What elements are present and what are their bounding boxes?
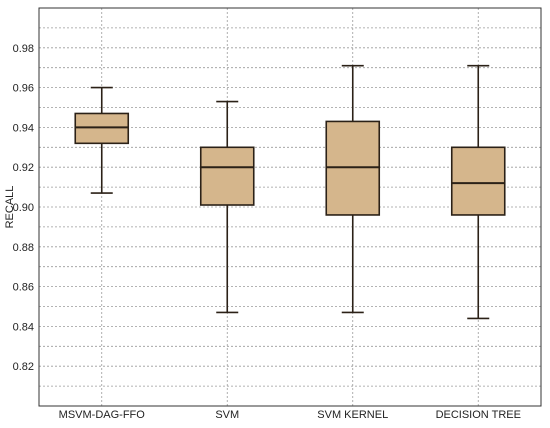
y-tick-label: 0.86 xyxy=(13,282,34,294)
x-axis-ticks: MSVM-DAG-FFO SVM SVM KERNEL DECISION TREE xyxy=(59,409,521,421)
y-tick-label: 0.88 xyxy=(13,242,34,254)
box-3 xyxy=(325,64,381,314)
y-axis-ticks: 0.82 0.84 0.86 0.88 0.90 0.92 0.94 0.96 0.98 xyxy=(13,43,34,373)
y-tick-label: 0.96 xyxy=(13,83,34,95)
y-axis-label: RECALL xyxy=(4,186,16,229)
y-tick-label: 0.84 xyxy=(13,321,34,333)
y-tick-label: 0.90 xyxy=(13,202,34,214)
box-2 xyxy=(199,100,255,314)
box-series xyxy=(74,64,506,320)
x-tick-label: MSVM-DAG-FFO xyxy=(59,409,146,421)
y-tick-label: 0.94 xyxy=(13,122,34,134)
y-tick-label: 0.92 xyxy=(13,162,34,174)
iqr-box xyxy=(450,146,506,216)
box-4 xyxy=(450,64,506,320)
y-tick-label: 0.82 xyxy=(13,361,34,373)
x-tick-label: SVM xyxy=(215,409,239,421)
iqr-box xyxy=(199,146,255,206)
x-tick-label: DECISION TREE xyxy=(436,409,521,421)
y-tick-label: 0.98 xyxy=(13,43,34,55)
box-1 xyxy=(74,86,130,194)
x-tick-label: SVM KERNEL xyxy=(317,409,388,421)
plot-frame xyxy=(38,7,542,407)
